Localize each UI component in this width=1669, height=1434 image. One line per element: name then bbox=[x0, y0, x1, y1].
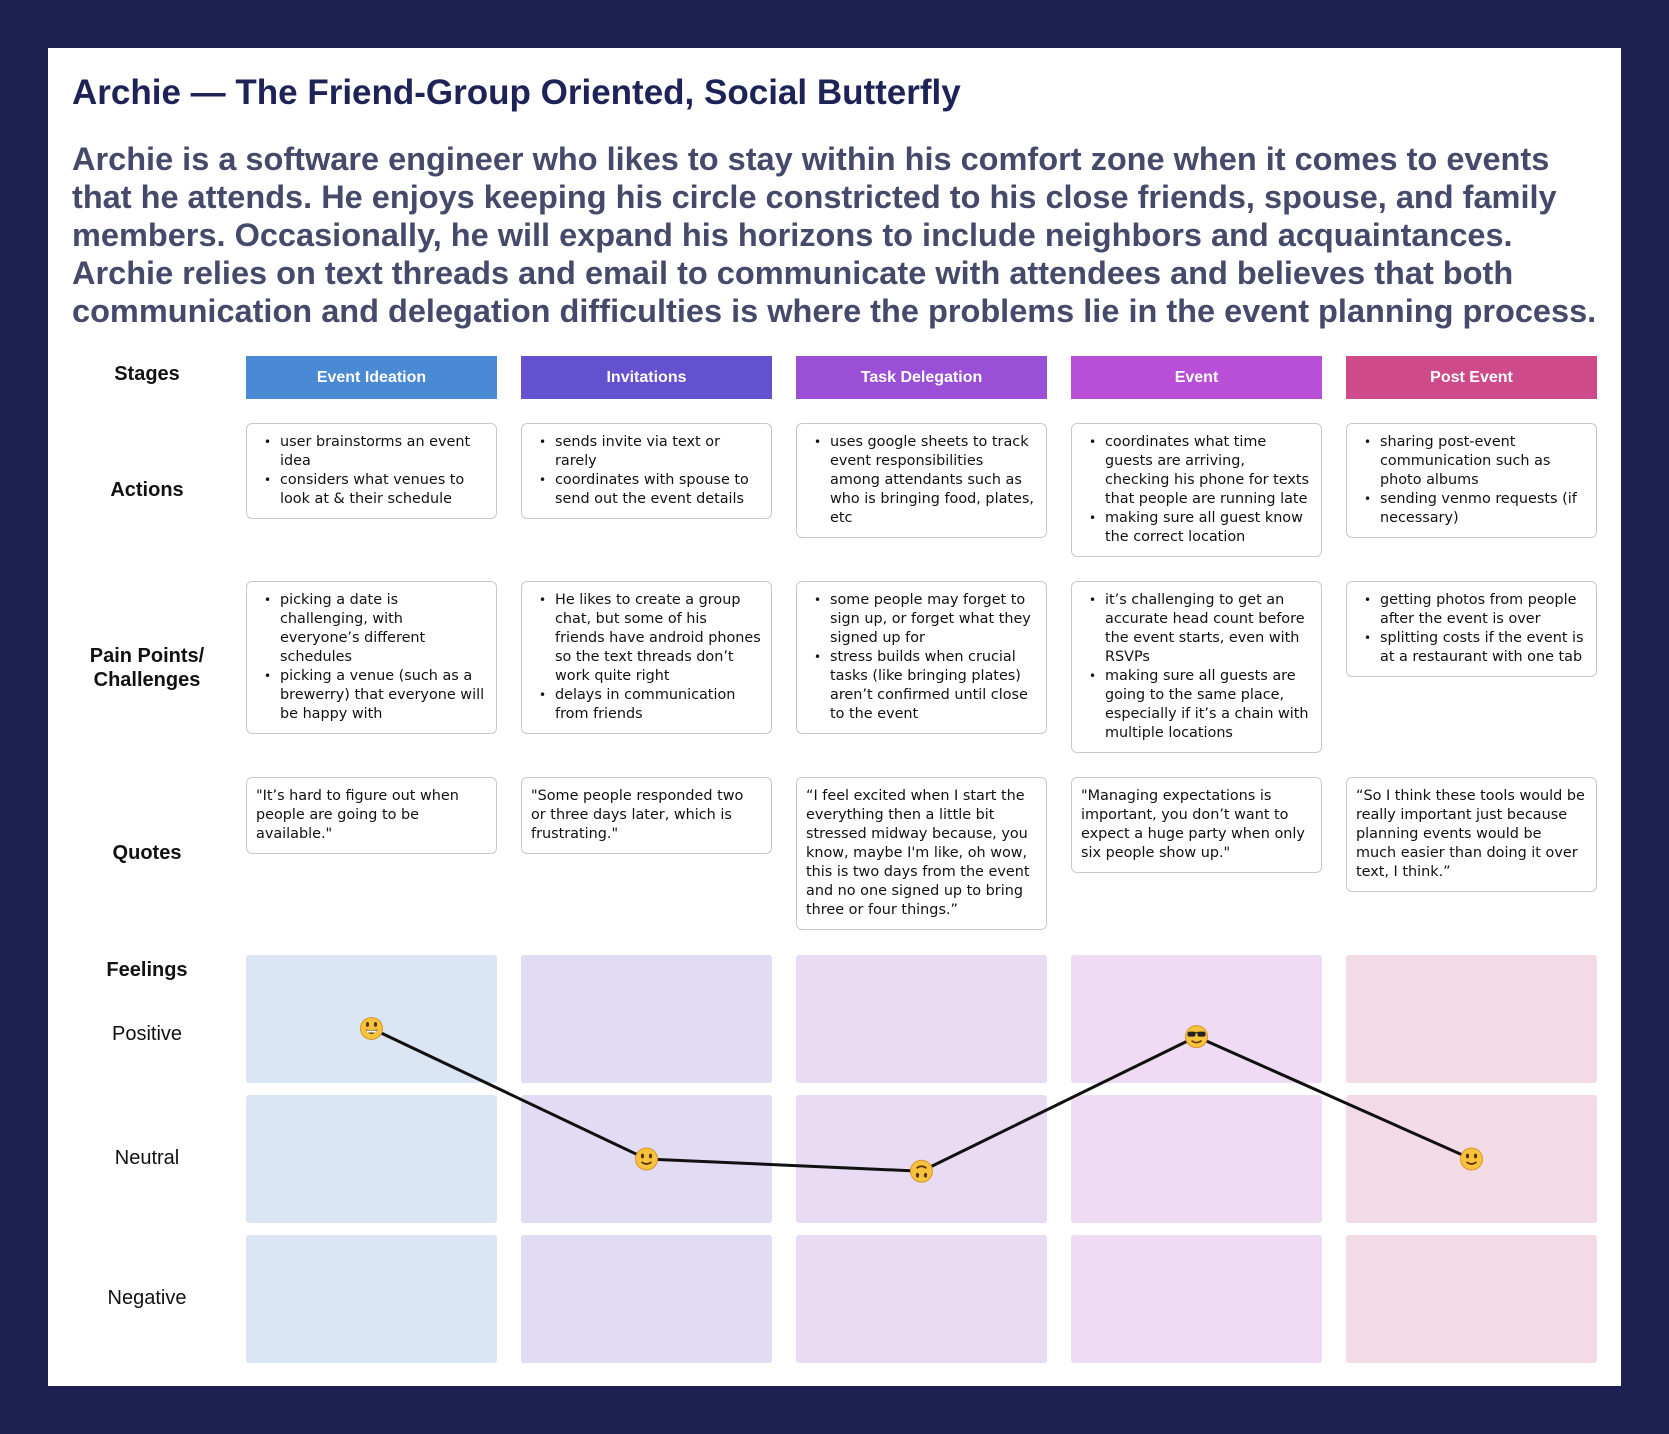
pain-points-card: some people may forget to sign up, or fo… bbox=[796, 581, 1047, 734]
grinning-face-icon bbox=[360, 1016, 383, 1040]
actions-card: user brainstorms an event ideaconsiders … bbox=[246, 423, 497, 519]
quote-text: "It’s hard to figure out when people are… bbox=[256, 788, 459, 842]
feeling-zone-neutral bbox=[246, 1095, 497, 1223]
quote-text: "Managing expectations is important, you… bbox=[1081, 788, 1305, 861]
row-label-pain-points: Pain Points/ Challenges bbox=[48, 644, 246, 692]
feeling-zone-positive bbox=[1346, 955, 1597, 1083]
feeling-zone-positive bbox=[521, 955, 772, 1083]
feeling-zone-neutral bbox=[796, 1095, 1047, 1223]
actions-card: sends invite via text or rarelycoordinat… bbox=[521, 423, 772, 519]
feeling-zone-positive bbox=[796, 955, 1047, 1083]
action-item: sending venmo requests (if necessary) bbox=[1364, 490, 1586, 528]
row-label-feelings: Feelings bbox=[106, 959, 188, 981]
pain-point-item: picking a venue (such as a brewerry) tha… bbox=[264, 667, 486, 724]
pain-point-item: making sure all guests are going to the … bbox=[1089, 667, 1311, 743]
row-label-negative: Negative bbox=[107, 1287, 187, 1309]
pain-point-item: delays in communication from friends bbox=[539, 686, 761, 724]
row-label-quotes: Quotes bbox=[112, 842, 182, 864]
stage-header-5: Post Event bbox=[1346, 356, 1597, 399]
row-label-pain-line1: Pain Points/ bbox=[89, 645, 205, 667]
quote-card: "Managing expectations is important, you… bbox=[1071, 777, 1322, 873]
row-label-stages: Stages bbox=[114, 363, 180, 385]
pain-points-card: He likes to create a group chat, but som… bbox=[521, 581, 772, 734]
upside-down-face-icon bbox=[910, 1159, 933, 1183]
actions-card: sharing post-event communication such as… bbox=[1346, 423, 1597, 538]
pain-point-item: getting photos from people after the eve… bbox=[1364, 591, 1586, 629]
stage-header-3: Task Delegation bbox=[796, 356, 1047, 399]
action-item: coordinates what time guests are arrivin… bbox=[1089, 433, 1311, 509]
quote-card: “So I think these tools would be really … bbox=[1346, 777, 1597, 892]
quote-card: "It’s hard to figure out when people are… bbox=[246, 777, 497, 854]
action-item: user brainstorms an event idea bbox=[264, 433, 486, 471]
quote-text: “So I think these tools would be really … bbox=[1356, 788, 1585, 880]
feeling-zone-neutral bbox=[1071, 1095, 1322, 1223]
pain-point-item: some people may forget to sign up, or fo… bbox=[814, 591, 1036, 648]
action-item: sharing post-event communication such as… bbox=[1364, 433, 1586, 490]
quote-card: “I feel excited when I start the everyth… bbox=[796, 777, 1047, 930]
actions-card: uses google sheets to track event respon… bbox=[796, 423, 1047, 538]
action-item: coordinates with spouse to send out the … bbox=[539, 471, 761, 509]
row-label-pain-line2: Challenges bbox=[93, 669, 201, 691]
feeling-zone-negative bbox=[1071, 1235, 1322, 1363]
row-label-actions: Actions bbox=[110, 479, 184, 501]
feeling-zone-negative bbox=[796, 1235, 1047, 1363]
quote-card: "Some people responded two or three days… bbox=[521, 777, 772, 854]
quote-text: “I feel excited when I start the everyth… bbox=[806, 788, 1030, 918]
quote-text: "Some people responded two or three days… bbox=[531, 788, 744, 842]
pain-point-item: stress builds when crucial tasks (like b… bbox=[814, 648, 1036, 724]
feeling-zone-positive bbox=[1071, 955, 1322, 1083]
row-label-neutral: Neutral bbox=[114, 1147, 180, 1169]
stage-header-1: Event Ideation bbox=[246, 356, 497, 399]
slightly-smiling-face-icon bbox=[635, 1147, 658, 1171]
pain-points-card: it’s challenging to get an accurate head… bbox=[1071, 581, 1322, 753]
action-item: uses google sheets to track event respon… bbox=[814, 433, 1036, 528]
pain-points-card: getting photos from people after the eve… bbox=[1346, 581, 1597, 677]
feelings-chart bbox=[360, 1016, 1483, 1183]
pain-points-card: picking a date is challenging, with ever… bbox=[246, 581, 497, 734]
pain-point-item: splitting costs if the event is at a res… bbox=[1364, 629, 1586, 667]
feeling-zone-negative bbox=[521, 1235, 772, 1363]
pain-point-item: He likes to create a group chat, but som… bbox=[539, 591, 761, 686]
action-item: sends invite via text or rarely bbox=[539, 433, 761, 471]
page-title: Archie — The Friend-Group Oriented, Soci… bbox=[72, 73, 961, 112]
action-item: making sure all guest know the correct l… bbox=[1089, 509, 1311, 547]
persona-description: Archie is a software engineer who likes … bbox=[72, 141, 1597, 329]
pain-point-item: it’s challenging to get an accurate head… bbox=[1089, 591, 1311, 667]
actions-card: coordinates what time guests are arrivin… bbox=[1071, 423, 1322, 557]
stage-header-2: Invitations bbox=[521, 356, 772, 399]
smiling-face-with-sunglasses-icon bbox=[1185, 1025, 1208, 1049]
feelings-line bbox=[370, 1027, 1473, 1173]
stage-header-4: Event bbox=[1071, 356, 1322, 399]
journey-map-card: Archie — The Friend-Group Oriented, Soci… bbox=[48, 48, 1621, 1386]
pain-point-item: picking a date is challenging, with ever… bbox=[264, 591, 486, 667]
action-item: considers what venues to look at & their… bbox=[264, 471, 486, 509]
feeling-zone-negative bbox=[246, 1235, 497, 1363]
slightly-smiling-face-icon bbox=[1460, 1147, 1483, 1171]
feeling-zone-negative bbox=[1346, 1235, 1597, 1363]
row-label-positive: Positive bbox=[111, 1023, 183, 1045]
